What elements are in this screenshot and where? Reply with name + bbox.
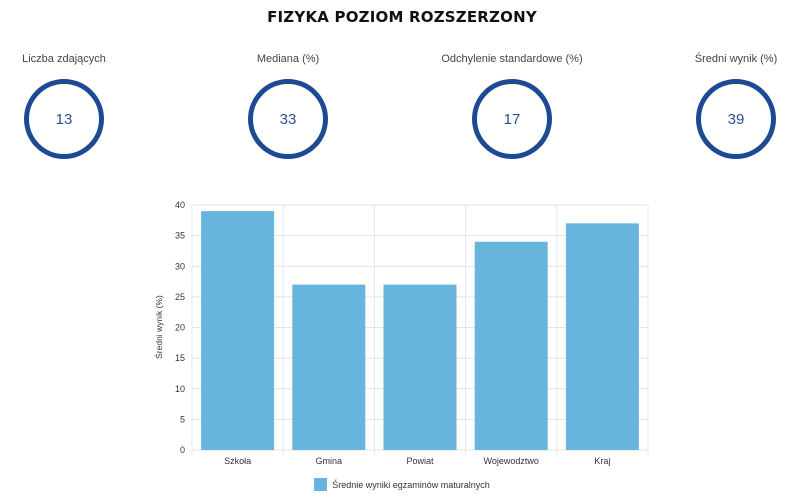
- stat-value: 33: [279, 110, 297, 128]
- chart-bars: [201, 211, 639, 450]
- x-tick-label: Powiat: [406, 456, 434, 466]
- stat-value: 39: [727, 110, 745, 128]
- stat-median: Mediana (%) 33: [198, 52, 378, 159]
- stat-value: 13: [55, 110, 73, 128]
- chart-legend[interactable]: Średnie wyniki egzaminów maturalnych: [0, 478, 804, 491]
- stat-students-count: Liczba zdających 13: [0, 52, 154, 159]
- y-tick-label: 15: [175, 353, 185, 363]
- x-tick-label: Kraj: [594, 456, 610, 466]
- y-tick-label: 0: [180, 445, 185, 455]
- y-tick-label: 10: [175, 384, 185, 394]
- stat-std-deviation: Odchylenie standardowe (%) 17: [422, 52, 602, 159]
- bar-wojewodztwo: [474, 241, 548, 450]
- stat-label: Liczba zdających: [22, 53, 106, 65]
- legend-swatch: [314, 478, 328, 491]
- y-tick-label: 30: [175, 261, 185, 271]
- stat-value: 17: [503, 110, 521, 128]
- y-axis-label: Średni wynik (%): [153, 295, 164, 359]
- stat-label: Mediana (%): [256, 53, 320, 65]
- chart-axes: 0 5 10 15 20 25 30 35 40 Szkoła Gmina Powiat Wojewod…: [175, 200, 610, 466]
- stat-label: Średni wynik (%): [694, 53, 778, 65]
- x-tick-label: Wojewodztwo: [484, 456, 539, 466]
- stat-ring: 39: [696, 79, 776, 159]
- y-tick-label: 25: [175, 292, 185, 302]
- bar-powiat: [383, 284, 457, 450]
- x-tick-label: Gmina: [316, 456, 343, 466]
- y-tick-label: 20: [175, 323, 185, 333]
- stat-ring: 13: [24, 79, 104, 159]
- x-tick-label: Szkoła: [224, 456, 251, 466]
- bar-szkoła: [201, 211, 275, 450]
- y-tick-label: 35: [175, 231, 185, 241]
- bar-kraj: [565, 223, 639, 450]
- y-tick-label: 40: [175, 200, 185, 210]
- stat-ring: 17: [472, 79, 552, 159]
- stat-ring: 33: [248, 79, 328, 159]
- stat-label: Odchylenie standardowe (%): [441, 53, 583, 65]
- stat-average: Średni wynik (%) 39: [646, 52, 804, 159]
- bar-gmina: [292, 284, 366, 450]
- y-tick-label: 5: [180, 414, 185, 424]
- page-title: FIZYKA POZIOM ROZSZERZONY: [267, 8, 537, 26]
- legend-label: Średnie wyniki egzaminów maturalnych: [332, 479, 490, 490]
